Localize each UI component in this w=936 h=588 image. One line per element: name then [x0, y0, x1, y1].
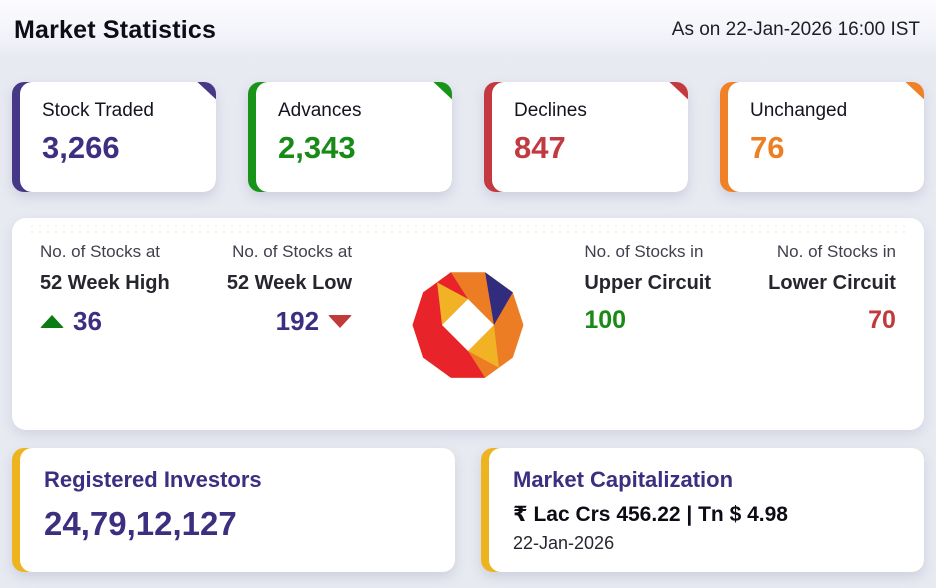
stat-title: Lower Circuit — [768, 272, 896, 294]
card-value: 24,79,12,127 — [44, 505, 237, 542]
market-cap-value: ₹ Lac Crs 456.22 | Tn $ 4.98 — [513, 503, 788, 526]
card-title: Registered Investors — [44, 467, 262, 492]
card-label: Declines — [514, 100, 587, 121]
stat-sublabel: No. of Stocks at — [40, 242, 160, 261]
stat-value: 70 — [868, 306, 896, 334]
card-value: 3,266 — [42, 130, 120, 165]
summary-cards-row: Stock Traded 3,266 Advances 2,343 Declin… — [12, 82, 924, 192]
stat-lower-circuit: No. of Stocks in Lower Circuit 70 — [768, 242, 896, 430]
card-title: Market Capitalization — [513, 467, 734, 492]
as-on-timestamp: As on 22-Jan-2026 16:00 IST — [671, 19, 920, 40]
stat-value: 36 — [73, 306, 102, 336]
stat-title: 52 Week Low — [226, 272, 353, 294]
card-unchanged: Unchanged 76 — [720, 82, 924, 192]
page-header: Market Statistics As on 22-Jan-2026 16:0… — [0, 0, 936, 58]
market-cap-date: 22-Jan-2026 — [513, 533, 615, 553]
stat-52-week-high: No. of Stocks at 52 Week High 36 — [40, 242, 170, 430]
page-title: Market Statistics — [14, 16, 217, 44]
card-label: Unchanged — [750, 100, 848, 121]
stat-sublabel: No. of Stocks in — [776, 242, 896, 261]
stat-title: Upper Circuit — [584, 272, 712, 294]
up-triangle-icon — [40, 315, 64, 328]
card-value: 2,343 — [278, 130, 356, 165]
bottom-cards-row: Registered Investors 24,79,12,127 Market… — [12, 448, 924, 572]
card-label: Stock Traded — [42, 100, 154, 121]
stat-value: 100 — [584, 306, 627, 334]
card-market-capitalization: Market Capitalization ₹ Lac Crs 456.22 |… — [481, 448, 924, 572]
stat-title: 52 Week High — [40, 272, 170, 294]
exchange-octagon-logo-icon — [409, 266, 527, 384]
card-value: 76 — [750, 130, 785, 165]
card-registered-investors: Registered Investors 24,79,12,127 — [12, 448, 455, 572]
card-stock-traded: Stock Traded 3,266 — [12, 82, 216, 192]
stat-52-week-low: No. of Stocks at 52 Week Low 192 — [226, 242, 353, 430]
card-declines: Declines 847 — [484, 82, 688, 192]
card-advances: Advances 2,343 — [248, 82, 452, 192]
stat-upper-circuit: No. of Stocks in Upper Circuit 100 — [584, 242, 711, 430]
market-breadth-card: No. of Stocks at 52 Week High 36 No. of … — [12, 218, 924, 430]
stat-sublabel: No. of Stocks at — [232, 242, 353, 261]
down-triangle-icon — [328, 315, 353, 328]
stat-sublabel: No. of Stocks in — [584, 242, 704, 261]
stat-value: 192 — [275, 306, 320, 336]
card-value: 847 — [514, 130, 566, 165]
card-label: Advances — [278, 100, 362, 121]
